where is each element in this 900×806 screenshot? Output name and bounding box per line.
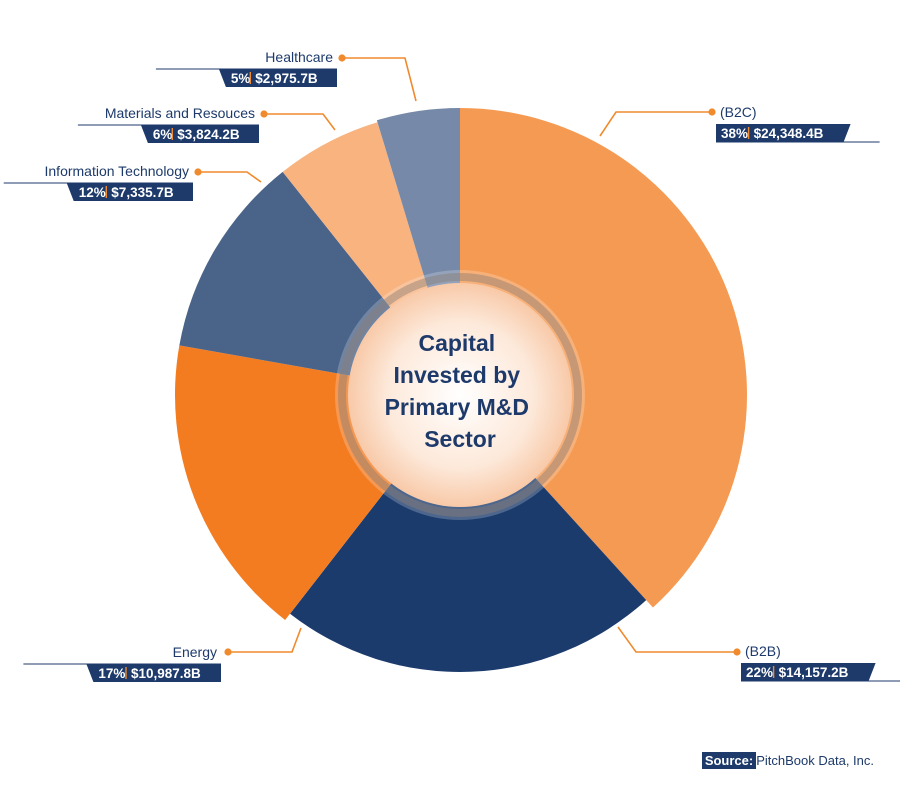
leader-dot xyxy=(194,168,202,176)
slice-value: $3,824.2B xyxy=(177,127,240,142)
slice-name: (B2B) xyxy=(745,643,781,659)
slice-percent: 5% xyxy=(231,71,251,86)
slice-label-information-technology: Information Technology 12% $7,335.7B xyxy=(3,163,262,201)
value-badge xyxy=(140,125,259,143)
source-text: PitchBook Data, Inc. xyxy=(756,753,874,768)
source-key: Source: xyxy=(701,752,757,769)
slice-percent: 38% xyxy=(721,126,748,141)
slice-label-energy: Energy 17% $10,987.8B xyxy=(23,627,302,682)
pie-slice-b2b xyxy=(290,395,647,672)
chart-title-line-4: Sector xyxy=(424,426,496,452)
slice-name: Healthcare xyxy=(265,49,333,65)
slice-label-b2b: (B2B) 22% $14,157.2B xyxy=(617,626,900,682)
slice-name: Information Technology xyxy=(45,163,190,179)
chart-title-line-1: Capital xyxy=(418,330,495,356)
leader-line xyxy=(264,113,336,131)
leader-line xyxy=(228,627,302,653)
slice-percent: 6% xyxy=(153,127,173,142)
leader-dot xyxy=(733,648,741,656)
value-badge xyxy=(741,663,876,681)
slice-name: Energy xyxy=(173,644,217,660)
leader-line xyxy=(198,171,262,183)
pie-slice-b2c xyxy=(460,108,748,608)
slice-name: Materials and Resouces xyxy=(105,105,255,121)
leader-line xyxy=(342,57,417,102)
leader-line xyxy=(599,111,712,137)
leader-line xyxy=(617,626,737,653)
slice-value: $7,335.7B xyxy=(111,185,174,200)
leader-dot xyxy=(260,110,268,118)
slice-label-b2c: (B2C) 38% $24,348.4B xyxy=(599,104,880,143)
value-badge xyxy=(86,664,222,682)
leader-dot xyxy=(338,54,346,62)
center-disc xyxy=(348,283,572,507)
chart-title: Capital Invested by Primary M&D Sector xyxy=(385,330,536,452)
slice-name: (B2C) xyxy=(720,104,757,120)
slice-value: $10,987.8B xyxy=(131,666,201,681)
slice-percent: 22% xyxy=(746,665,773,680)
slice-value: $2,975.7B xyxy=(255,71,318,86)
leader-dot xyxy=(708,108,716,116)
center-circle: Capital Invested by Primary M&D Sector xyxy=(335,270,585,520)
chart-title-line-2: Invested by xyxy=(394,362,521,388)
slice-label-materials-and-resouces: Materials and Resouces 6% $3,824.2B xyxy=(77,105,336,143)
slice-labels: (B2C) 38% $24,348.4B (B2B) 22% $14,157.2B Ener… xyxy=(3,49,900,682)
slice-percent: 17% xyxy=(98,666,125,681)
value-badge xyxy=(66,183,193,201)
slice-value: $14,157.2B xyxy=(779,665,849,680)
source-note: Source: PitchBook Data, Inc. xyxy=(701,752,874,769)
leader-dot xyxy=(224,648,232,656)
slice-percent: 12% xyxy=(79,185,106,200)
center-ring xyxy=(338,273,582,517)
slice-label-healthcare: Healthcare 5% $2,975.7B xyxy=(155,49,417,102)
value-badge xyxy=(218,69,337,87)
value-badge xyxy=(716,124,851,142)
chart-title-line-3: Primary M&D xyxy=(385,394,529,420)
slice-value: $24,348.4B xyxy=(754,126,824,141)
